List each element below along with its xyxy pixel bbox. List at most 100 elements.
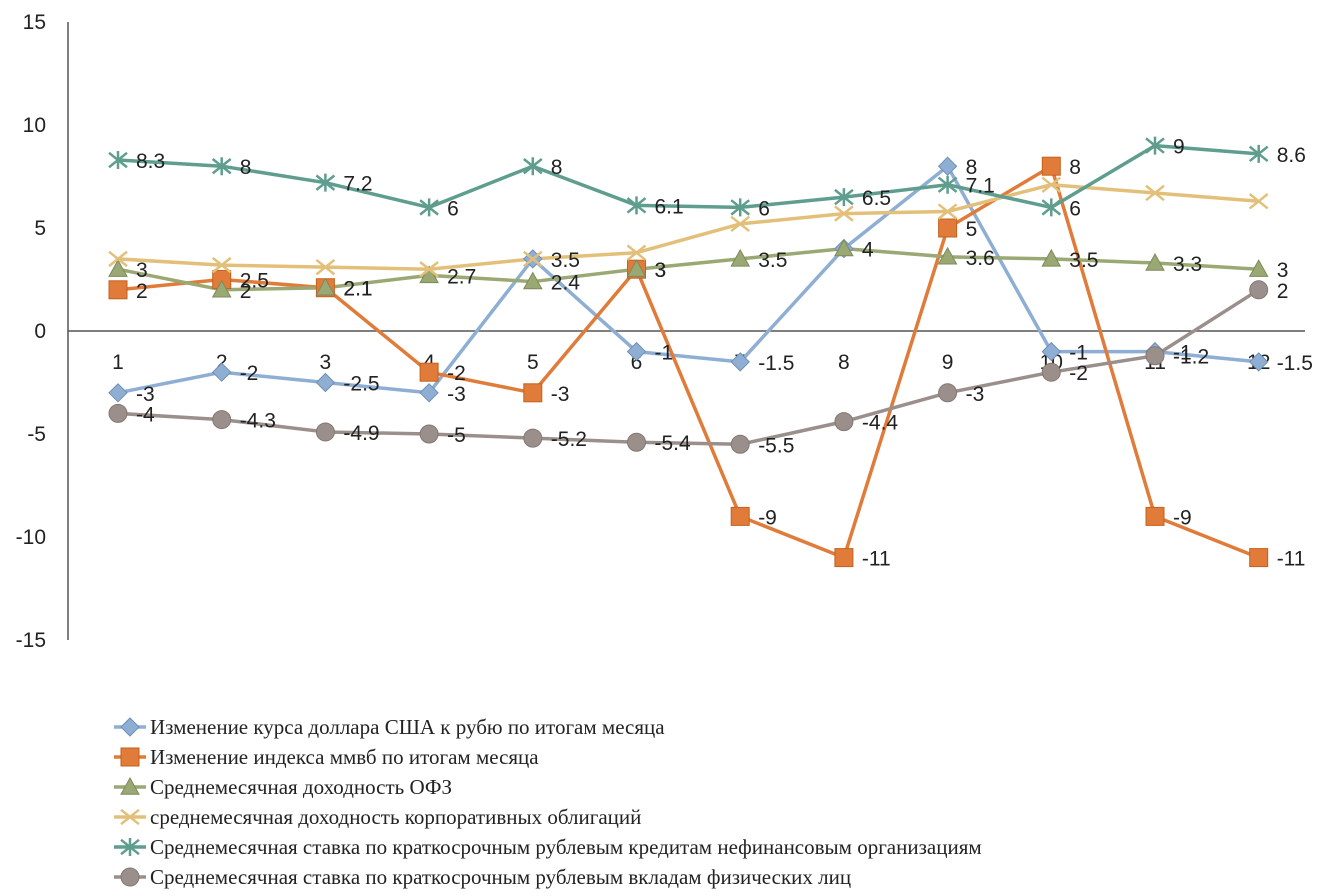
y-tick-label: -5 — [27, 423, 46, 446]
data-label: -4.9 — [343, 422, 379, 445]
data-point — [1041, 156, 1061, 176]
data-point — [938, 383, 958, 403]
data-label: 2 — [136, 280, 148, 303]
series-line — [117, 246, 1259, 292]
data-label: -1 — [1069, 342, 1088, 365]
data-point — [1041, 176, 1062, 193]
data-label: 3 — [136, 259, 148, 282]
data-point — [523, 428, 543, 448]
data-point — [108, 250, 128, 268]
data-point — [1145, 346, 1165, 366]
data-point — [834, 205, 854, 222]
data-label: -4 — [136, 403, 155, 426]
data-label: -4.3 — [240, 410, 276, 433]
data-point — [937, 246, 958, 265]
data-point — [730, 215, 750, 233]
data-point — [211, 157, 232, 176]
data-label: 2.1 — [343, 278, 372, 301]
data-point — [937, 156, 958, 176]
data-point — [108, 383, 128, 403]
legend-swatch — [114, 747, 146, 767]
x-tick-label: 6 — [631, 351, 643, 374]
x-tick-label: 1 — [112, 351, 124, 374]
data-label: -2 — [1069, 362, 1088, 385]
data-point — [523, 383, 543, 403]
data-label: 7.1 — [966, 175, 995, 198]
data-point — [730, 248, 751, 267]
data-point — [419, 198, 439, 217]
data-label: 9 — [1173, 136, 1185, 159]
data-point — [1248, 259, 1269, 277]
data-point — [120, 838, 140, 856]
data-label: 2 — [1277, 280, 1289, 303]
data-point — [626, 341, 647, 362]
data-label: 6.5 — [862, 187, 891, 210]
data-point — [937, 203, 958, 220]
series-markers — [108, 136, 1269, 568]
data-point — [108, 280, 128, 300]
data-point — [419, 362, 439, 382]
data-point — [419, 383, 439, 403]
legend-item: Среднемесячная ставка по краткосрочным р… — [112, 862, 982, 892]
data-label: 3 — [655, 259, 667, 282]
data-label: -1.5 — [758, 352, 794, 375]
data-label: 3.6 — [966, 247, 995, 270]
data-label: -9 — [758, 506, 777, 529]
data-label: 3 — [655, 259, 667, 282]
data-label: 2.5 — [240, 270, 269, 293]
data-label: -3 — [447, 383, 466, 406]
data-point — [419, 265, 439, 284]
data-label: -2 — [447, 362, 466, 385]
data-point — [1248, 144, 1269, 163]
data-label: -11 — [862, 548, 891, 571]
data-point — [1249, 548, 1269, 568]
x-tick-label: 3 — [320, 351, 332, 374]
data-point — [1248, 352, 1269, 372]
legend-item: среднемесячная доходность корпоративных … — [112, 802, 982, 832]
data-point — [522, 271, 543, 290]
data-label: -5.4 — [655, 432, 692, 455]
data-point — [834, 548, 854, 568]
data-label: 2.4 — [551, 272, 581, 295]
legend-swatch — [114, 776, 146, 795]
legend-swatch — [114, 808, 146, 826]
data-label: -3 — [966, 383, 985, 406]
data-point — [1041, 198, 1062, 217]
line-chart: -15-10-5051015123456789101112 -3-2-2.5-3… — [16, 11, 1313, 652]
y-tick-label: 15 — [23, 11, 46, 34]
y-tick-label: 5 — [34, 217, 46, 240]
data-point — [120, 717, 140, 737]
data-label: 3.5 — [758, 249, 787, 272]
y-tick-label: 10 — [23, 114, 46, 137]
data-point — [120, 867, 140, 887]
data-point — [108, 151, 128, 170]
legend-label: Среднемесячная ставка по краткосрочным р… — [150, 834, 982, 859]
data-label: 3.5 — [1069, 249, 1098, 272]
data-label: -4.4 — [862, 412, 899, 435]
data-point — [1248, 193, 1269, 210]
x-tick-label: 5 — [527, 351, 539, 374]
data-label: 4 — [862, 239, 874, 262]
data-point — [419, 424, 439, 444]
chart-axes: -15-10-5051015123456789101112 — [16, 11, 1305, 652]
series-line — [117, 143, 1259, 210]
data-point — [1145, 184, 1165, 202]
legend-item: Изменение индекса ммвб по итогам месяца — [112, 742, 982, 772]
data-label: 8 — [1069, 156, 1081, 179]
legend-item: Изменение курса доллара США к рубю по ит… — [112, 712, 982, 742]
data-point — [108, 403, 128, 423]
y-tick-label: 0 — [34, 320, 46, 343]
data-labels: -3-2 -2.5 -33.5-1 -1.58-1 -1 -1.52 2.5 2.1-2-33… — [136, 136, 1313, 571]
x-tick-label: 9 — [942, 351, 954, 374]
data-point — [626, 259, 647, 277]
data-label: 3.5 — [551, 249, 580, 272]
data-label: -3 — [136, 383, 155, 406]
data-point — [834, 412, 854, 432]
data-label: 2.1 — [343, 278, 372, 301]
data-point — [315, 258, 336, 276]
legend-label: среднемесячная доходность корпоративных … — [150, 804, 642, 829]
data-label: 8.3 — [136, 150, 165, 173]
data-point — [315, 372, 336, 393]
series-line — [117, 182, 1259, 271]
legend-label: Среднемесячная доходность ОФЗ — [150, 774, 452, 799]
